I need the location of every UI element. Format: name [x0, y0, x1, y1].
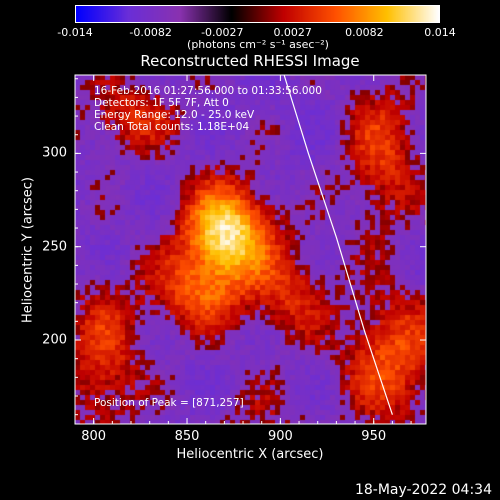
plot-frame	[74, 74, 427, 425]
x-tick-label: 950	[361, 429, 387, 444]
y-tick-label: 250	[42, 239, 67, 255]
colorbar-tick-label: 0.0027	[273, 26, 312, 39]
colorbar-tick-label: -0.0027	[201, 26, 244, 39]
colorbar-units: (photons cm⁻² s⁻¹ asec⁻²)	[187, 38, 329, 51]
colorbar-tick-label: -0.014	[57, 26, 93, 39]
annotation-energy: Energy Range: 12.0 - 25.0 keV	[94, 109, 255, 121]
annotation-peak: Position of Peak = [871,257]	[94, 397, 244, 409]
heatmap-image	[75, 75, 426, 424]
x-tick-label: 900	[267, 429, 293, 444]
colorbar-tick-label: 0.0082	[345, 26, 384, 39]
colorbar	[75, 5, 440, 23]
x-tick-label: 850	[174, 429, 200, 444]
footer-date: 18-May-2022 04:34	[354, 482, 492, 498]
colorbar-tick-label: 0.014	[424, 26, 456, 39]
colorbar-tick-label: -0.0082	[129, 26, 172, 39]
solar-limb-curve	[283, 74, 393, 415]
annotation-time: 16-Feb-2016 01:27:56.000 to 01:33:56.000	[94, 85, 322, 97]
axis-ticks	[75, 75, 426, 424]
x-tick-label: 800	[81, 429, 107, 444]
plot-title: Reconstructed RHESSI Image	[140, 52, 360, 70]
annotation-clean: Clean Total counts: 1.18E+04	[94, 121, 250, 133]
y-axis-label: Heliocentric Y (arcsec)	[20, 177, 36, 323]
y-tick-label: 300	[42, 145, 67, 161]
annotation-detectors: Detectors: 1F 5F 7F, Att 0	[94, 97, 229, 109]
y-tick-label: 200	[42, 332, 67, 348]
x-axis-label: Heliocentric X (arcsec)	[176, 447, 324, 462]
